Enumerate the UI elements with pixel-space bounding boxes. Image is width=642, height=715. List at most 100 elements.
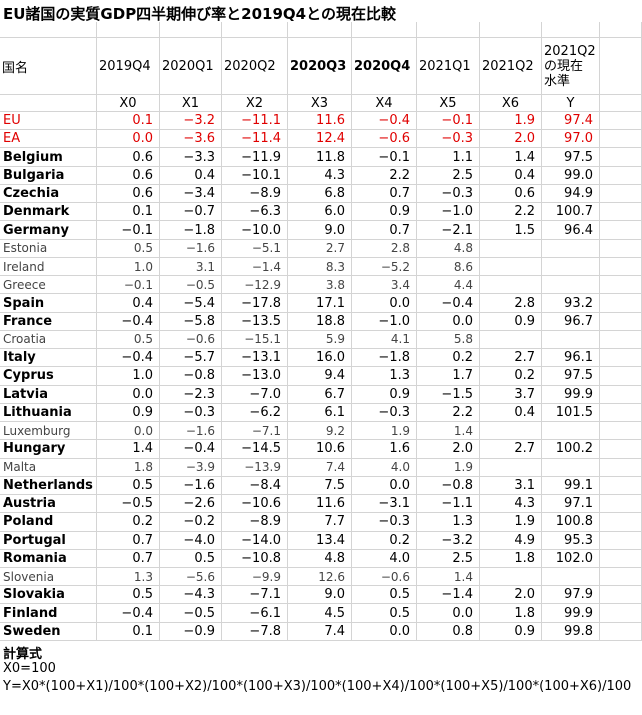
variable-label: X0 (97, 95, 160, 112)
value-cell: 2.2 (480, 203, 542, 222)
value-cell: 94.9 (542, 184, 600, 204)
cell (600, 513, 642, 532)
value-cell: 7.7 (288, 513, 352, 532)
value-cell: 4.9 (480, 531, 542, 550)
value-cell: −2.3 (160, 385, 222, 404)
footer-line: X0=100 (3, 661, 56, 676)
value-cell: −7.8 (222, 622, 288, 641)
cell (600, 239, 642, 258)
value-cell: 0.9 (97, 403, 160, 423)
value-cell: 12.6 (288, 568, 352, 587)
value-cell: 0.0 (352, 294, 417, 313)
value-cell: 0.9 (480, 312, 542, 331)
value-cell: 4.8 (288, 549, 352, 568)
cell (600, 330, 642, 350)
value-cell: −1.8 (160, 221, 222, 240)
value-cell: 2.0 (417, 440, 480, 459)
value-cell: 0.8 (417, 622, 480, 641)
title: EU諸国の実質GDP四半期伸び率と2019Q4との現在比較 (3, 5, 396, 23)
cell (600, 458, 642, 477)
value-cell: 0.5 (97, 586, 160, 605)
value-cell: 0.1 (97, 112, 160, 131)
cell (352, 22, 417, 38)
footer-line: 計算式 (3, 647, 43, 662)
value-cell: 10.6 (288, 440, 352, 459)
cell (97, 22, 160, 38)
value-cell: −13.1 (222, 349, 288, 368)
country-name: Slovakia (0, 586, 97, 605)
value-cell: −7.1 (222, 586, 288, 605)
cell (600, 586, 642, 605)
header-line: 2021Q2 (544, 43, 596, 59)
value-cell: 4.3 (288, 166, 352, 185)
value-cell: 1.8 (480, 604, 542, 623)
value-cell: −13.9 (222, 458, 288, 477)
country-name: Slovenia (0, 568, 97, 587)
country-name: Latvia (0, 385, 97, 404)
value-cell: 0.6 (97, 166, 160, 185)
value-cell: 18.8 (288, 312, 352, 331)
value-cell: −1.4 (222, 257, 288, 277)
value-cell: −0.1 (352, 148, 417, 167)
value-cell: 4.1 (352, 330, 417, 350)
value-cell: 100.2 (542, 440, 600, 459)
value-cell: 0.5 (97, 330, 160, 350)
value-cell: 96.7 (542, 312, 600, 331)
value-cell: 0.0 (97, 130, 160, 149)
value-cell: 4.5 (288, 604, 352, 623)
value-cell: 0.0 (417, 312, 480, 331)
cell (600, 476, 642, 496)
value-cell: −1.4 (417, 586, 480, 605)
value-cell: −17.8 (222, 294, 288, 313)
value-cell: 0.7 (352, 184, 417, 204)
value-cell: −3.4 (160, 184, 222, 204)
value-cell: 0.5 (352, 586, 417, 605)
country-name: France (0, 312, 97, 331)
value-cell: 0.0 (352, 476, 417, 496)
value-cell: 97.0 (542, 130, 600, 149)
country-name: Ireland (0, 257, 97, 277)
value-cell: 1.7 (417, 367, 480, 386)
cell (600, 531, 642, 550)
value-cell: 4.0 (352, 458, 417, 477)
value-cell: −0.4 (97, 349, 160, 368)
cell (542, 239, 600, 258)
value-cell: −5.8 (160, 312, 222, 331)
value-cell: 2.2 (352, 166, 417, 185)
value-cell: −1.5 (417, 385, 480, 404)
cell (600, 403, 642, 423)
value-cell: 7.5 (288, 476, 352, 496)
value-cell: 0.6 (97, 184, 160, 204)
value-cell: 0.9 (352, 385, 417, 404)
value-cell: 0.9 (480, 622, 542, 641)
value-cell: −10.8 (222, 549, 288, 568)
value-cell: 100.8 (542, 513, 600, 532)
value-cell: −4.0 (160, 531, 222, 550)
value-cell: 0.1 (97, 622, 160, 641)
value-cell: 0.7 (97, 549, 160, 568)
variable-label: X2 (222, 95, 288, 112)
value-cell: −0.4 (97, 312, 160, 331)
value-cell: 96.1 (542, 349, 600, 368)
value-cell: −10.1 (222, 166, 288, 185)
value-cell: −7.0 (222, 385, 288, 404)
cell (542, 422, 600, 441)
cell (417, 22, 480, 38)
value-cell: 100.7 (542, 203, 600, 222)
cell (600, 568, 642, 587)
value-cell: 95.3 (542, 531, 600, 550)
value-cell: 1.4 (480, 148, 542, 167)
cell (600, 148, 642, 167)
country-name: EA (0, 130, 97, 149)
value-cell: −2.6 (160, 495, 222, 514)
header-cell: 2020Q1 (160, 38, 222, 95)
cell (600, 130, 642, 149)
value-cell: 2.5 (417, 549, 480, 568)
header-cell: 2020Q4 (352, 38, 417, 95)
cell (600, 385, 642, 404)
value-cell: 1.0 (97, 257, 160, 277)
cell (600, 495, 642, 514)
value-cell: −0.6 (352, 568, 417, 587)
value-cell: −0.3 (352, 513, 417, 532)
value-cell: 0.1 (97, 203, 160, 222)
